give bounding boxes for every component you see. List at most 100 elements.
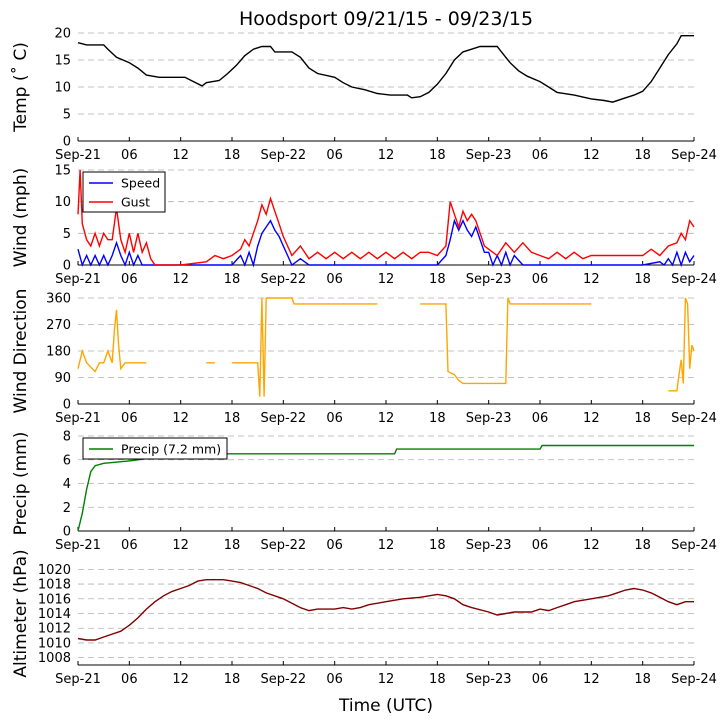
x-tick-label: 06 <box>121 148 138 163</box>
x-tick-label: 12 <box>583 411 600 426</box>
y-axis-label: Wind Direction <box>11 289 31 414</box>
x-tick-label: 06 <box>326 272 343 287</box>
x-tick-label: Sep-24 <box>671 411 717 426</box>
x-tick-label: 18 <box>429 538 446 553</box>
chart-title: Hoodsport 09/21/15 - 09/23/15 <box>239 8 533 30</box>
y-tick-label: 0 <box>63 525 71 540</box>
x-tick-label: Sep-22 <box>260 272 306 287</box>
series-line <box>77 218 695 268</box>
x-tick-label: Sep-23 <box>466 672 512 687</box>
y-tick-label: 1020 <box>38 563 71 578</box>
x-tick-label: Sep-23 <box>466 272 512 287</box>
y-tick-label: 10 <box>54 81 71 96</box>
y-axis-label: Precip (mm) <box>11 432 31 536</box>
x-tick-label: 06 <box>326 672 343 687</box>
series-line <box>77 35 694 103</box>
x-tick-label: 12 <box>378 672 395 687</box>
x-tick-label: 18 <box>634 538 651 553</box>
x-tick-label: 18 <box>634 272 651 287</box>
x-tick-label: 06 <box>532 672 549 687</box>
x-tick-label: Sep-24 <box>671 672 717 687</box>
y-tick-label: 180 <box>46 345 71 360</box>
y-tick-label: 10 <box>54 195 71 210</box>
legend: Precip (7.2 mm) <box>82 437 228 460</box>
x-tick-label: 12 <box>583 272 600 287</box>
x-tick-label: 12 <box>378 272 395 287</box>
x-tick-label: 06 <box>532 272 549 287</box>
x-tick-label: 12 <box>172 272 189 287</box>
x-tick-label: 18 <box>224 148 241 163</box>
y-tick-label: 8 <box>63 430 71 445</box>
x-tick-label: Sep-21 <box>55 148 101 163</box>
x-tick-label: Sep-23 <box>466 148 512 163</box>
x-tick-label: 06 <box>326 148 343 163</box>
x-tick-label: 12 <box>378 411 395 426</box>
x-tick-label: 18 <box>429 272 446 287</box>
x-tick-label: 12 <box>378 148 395 163</box>
y-tick-label: 1008 <box>38 651 71 666</box>
legend-label: Precip (7.2 mm) <box>121 442 221 457</box>
x-tick-label: 18 <box>429 148 446 163</box>
x-tick-label: 18 <box>429 672 446 687</box>
x-tick-label: 06 <box>121 672 138 687</box>
y-axis-label: Temp (˚ C) <box>10 42 31 133</box>
x-tick-label: 12 <box>172 538 189 553</box>
y-tick-label: 1012 <box>38 622 71 637</box>
x-tick-label: Sep-24 <box>671 538 717 553</box>
y-tick-label: 90 <box>54 371 71 386</box>
x-tick-label: 06 <box>121 411 138 426</box>
series-line <box>77 297 695 397</box>
x-tick-label: Sep-21 <box>55 411 101 426</box>
x-tick-label: Sep-23 <box>466 411 512 426</box>
x-tick-label: 18 <box>634 672 651 687</box>
x-tick-label: 06 <box>121 538 138 553</box>
x-tick-label: 12 <box>378 538 395 553</box>
x-tick-label: 18 <box>224 411 241 426</box>
x-tick-label: 12 <box>172 411 189 426</box>
y-tick-label: 4 <box>63 477 71 492</box>
x-tick-label: 06 <box>532 411 549 426</box>
x-tick-label: 18 <box>224 272 241 287</box>
y-tick-label: 6 <box>63 453 71 468</box>
y-tick-label: 360 <box>46 292 71 307</box>
series-line <box>77 444 694 532</box>
legend-box <box>82 171 166 213</box>
x-tick-label: Sep-22 <box>260 672 306 687</box>
y-tick-label: 1016 <box>38 592 71 607</box>
y-tick-label: 1018 <box>38 578 71 593</box>
y-tick-label: 15 <box>54 54 71 69</box>
x-tick-label: 18 <box>224 538 241 553</box>
x-tick-label: 12 <box>583 148 600 163</box>
y-tick-label: 2 <box>63 501 71 516</box>
panel-temp: 0 5 10 15 20 Sep-21 06 12 18 Sep-22 06 12 18 Sep-23 06… <box>10 27 717 164</box>
x-tick-label: Sep-22 <box>260 538 306 553</box>
x-tick-label: Sep-22 <box>260 148 306 163</box>
x-tick-label: 06 <box>532 148 549 163</box>
y-tick-label: 270 <box>46 318 71 333</box>
x-tick-label: 18 <box>634 148 651 163</box>
y-tick-label: 15 <box>54 164 71 179</box>
legend-label: Gust <box>121 195 150 210</box>
x-tick-label: 06 <box>326 538 343 553</box>
x-tick-label: 12 <box>583 672 600 687</box>
panel-precip: 0 2 4 6 8 Sep-21 06 12 18 Sep-22 06 12 18 Sep-23 06 12 1… <box>11 430 717 554</box>
legend-label: Speed <box>121 176 160 191</box>
legend-box <box>82 437 228 460</box>
y-tick-label: 1010 <box>38 636 71 651</box>
series-line <box>77 169 695 266</box>
x-tick-label: Sep-22 <box>260 411 306 426</box>
y-tick-label: 0 <box>63 398 71 413</box>
x-axis-label: Time (UTC) <box>338 696 433 716</box>
y-tick-label: 5 <box>63 108 71 123</box>
legend: Speed Gust <box>82 171 166 213</box>
y-axis-label: Wind (mph) <box>11 168 31 268</box>
x-tick-label: Sep-21 <box>55 672 101 687</box>
y-tick-label: 5 <box>63 227 71 242</box>
x-tick-label: 12 <box>172 672 189 687</box>
x-tick-label: Sep-24 <box>671 272 717 287</box>
x-tick-label: Sep-23 <box>466 538 512 553</box>
